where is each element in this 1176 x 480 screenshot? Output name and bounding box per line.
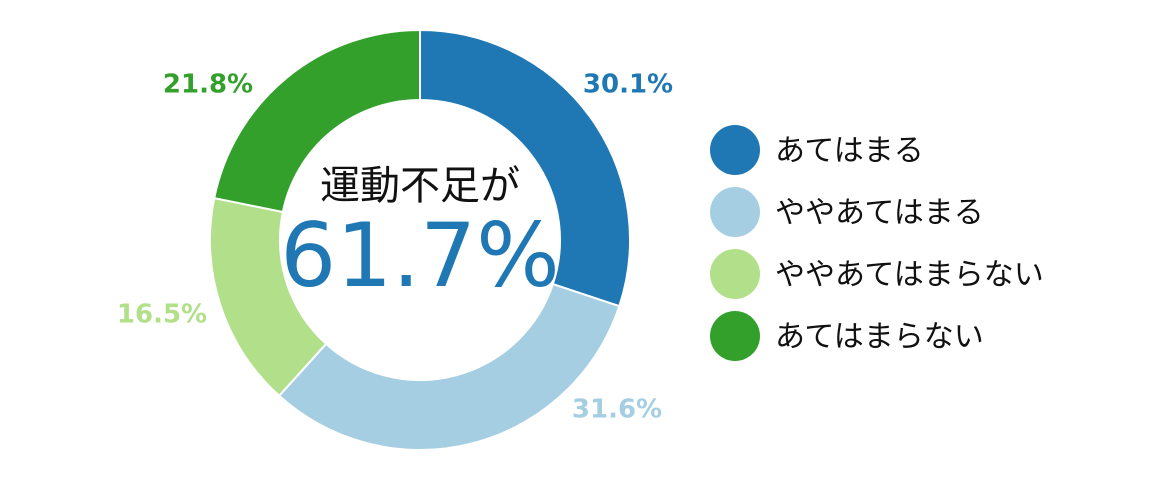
legend-label: あてはまる [775, 134, 924, 169]
legend-swatch [710, 125, 760, 175]
value-label: 31.6% [572, 395, 662, 425]
center-title: 運動不足が [320, 163, 520, 209]
value-label: 16.5% [117, 300, 207, 330]
donut-segment [419, 28, 631, 308]
donut-segment [213, 28, 421, 214]
value-label: 21.8% [163, 70, 253, 100]
value-label: 30.1% [583, 70, 673, 100]
donut-segment [277, 282, 621, 451]
legend-label: ややあてはまらない [775, 258, 1044, 293]
legend-swatch [710, 249, 760, 299]
legend-swatch [710, 187, 760, 237]
legend-swatch [710, 311, 760, 361]
center-value: 61.7% [280, 204, 560, 307]
legend-label: ややあてはまる [775, 196, 984, 231]
legend-label: あてはまらない [775, 320, 984, 355]
